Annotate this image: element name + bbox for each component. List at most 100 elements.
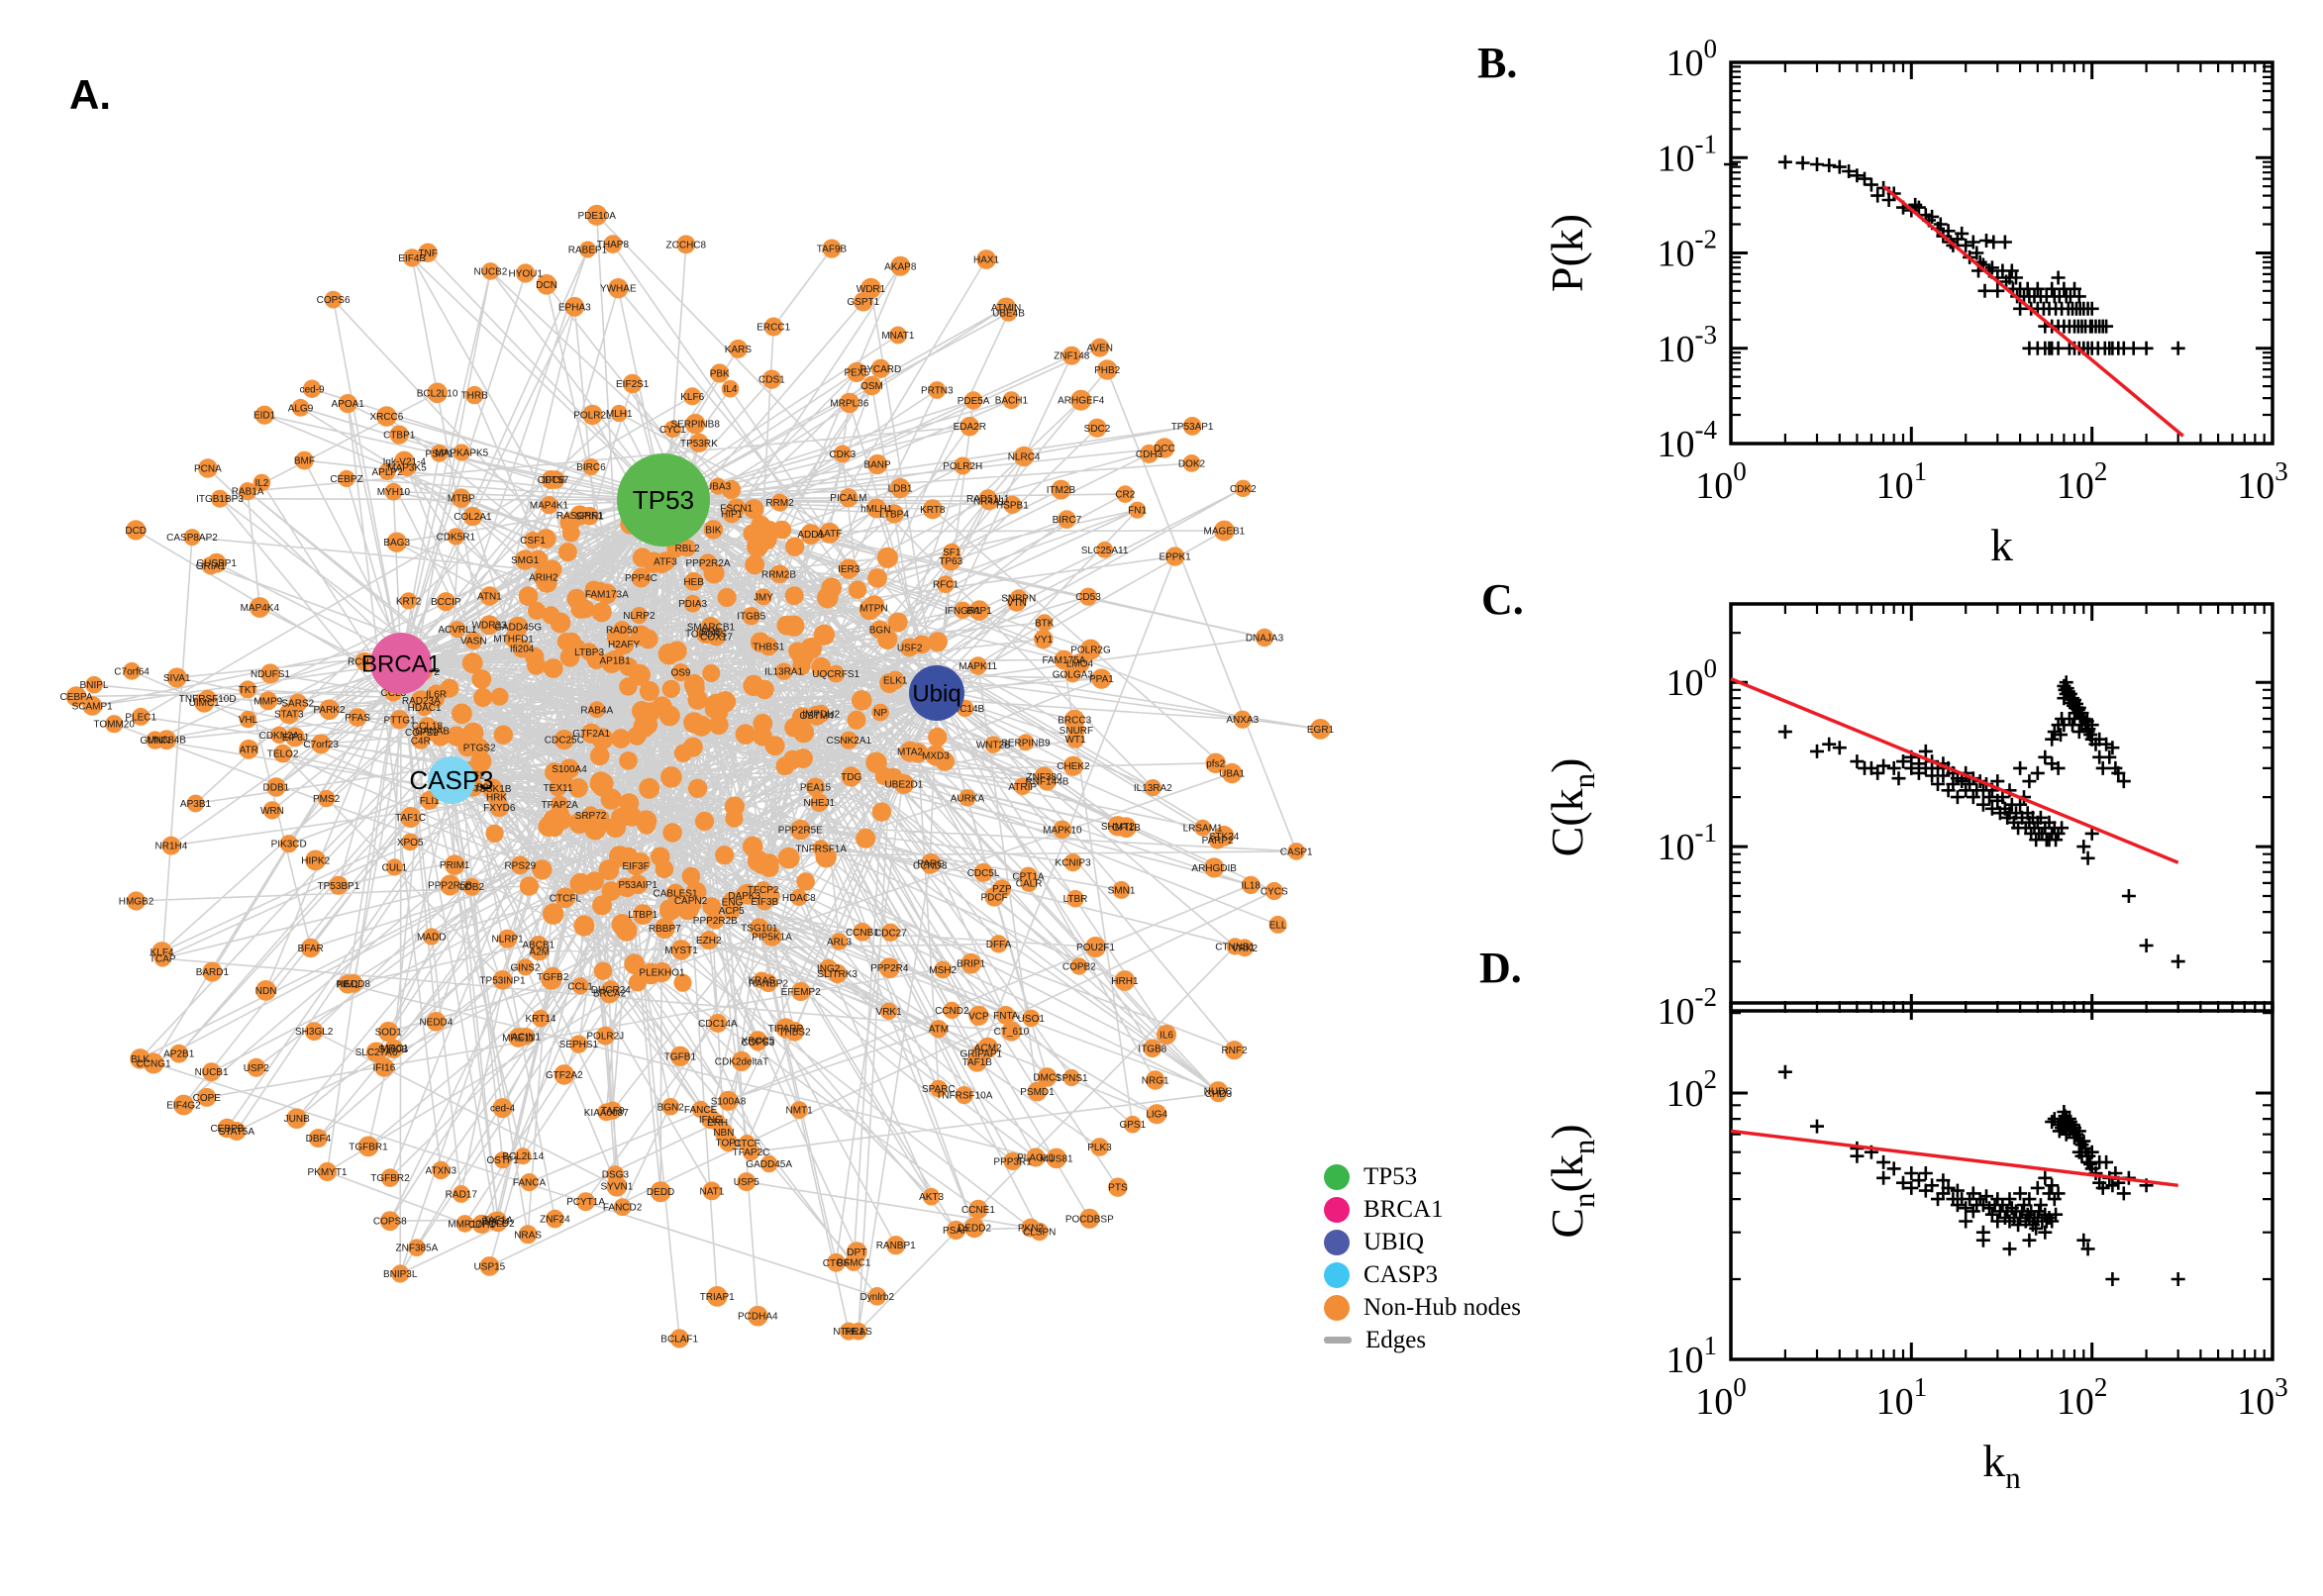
network-node-label: GANAB	[415, 726, 450, 737]
network-node	[979, 491, 999, 511]
network-node	[748, 1305, 768, 1327]
network-node-label: HRH1	[1111, 976, 1139, 987]
network-node	[247, 1057, 266, 1077]
network-node	[651, 847, 670, 867]
network-node	[963, 1217, 985, 1239]
network-node-label: CTCF	[734, 1139, 760, 1149]
network-node	[1017, 734, 1035, 751]
network-node-label: pfs2	[1206, 758, 1225, 769]
network-node-label: CCL3	[381, 688, 407, 699]
network-node	[452, 488, 471, 508]
network-node	[684, 571, 704, 591]
network-node-label: THAP8	[597, 240, 630, 250]
network-node	[202, 1062, 222, 1082]
network-node	[819, 522, 841, 544]
network-node	[532, 1009, 550, 1028]
network-node-label: CSNK2A1	[827, 736, 872, 747]
network-node	[130, 1048, 151, 1069]
network-node	[317, 1161, 338, 1182]
network-node	[152, 942, 172, 962]
network-node-label: PARK2	[313, 705, 345, 716]
network-node-label: USF2	[897, 643, 923, 653]
y-axis-label: Cn(kn)	[1542, 1124, 1601, 1238]
network-node-label: IER3	[838, 564, 860, 575]
network-node-label: TAF1C	[395, 813, 426, 824]
network-node-label: DCN	[536, 280, 557, 291]
network-node-label: PPP2R4	[870, 963, 909, 974]
network-node-label: EIF3B	[751, 897, 778, 908]
network-node-label: RAD23A	[402, 696, 441, 707]
network-node-label: RNF2	[1221, 1046, 1248, 1056]
network-node	[198, 458, 218, 478]
network-node-label: RCHY1	[348, 657, 381, 668]
network-node	[255, 980, 276, 1001]
network-node-label: UIMC1	[189, 698, 221, 709]
network-node	[1096, 541, 1114, 558]
network-node	[260, 663, 280, 684]
network-node	[1182, 454, 1201, 472]
network-node-label: IL4	[724, 384, 738, 395]
network-node-label: RABEP1	[568, 246, 608, 256]
network-node-label: PHB2	[1094, 365, 1121, 376]
network-node-label: IMPDH2	[802, 709, 840, 720]
network-node-label: AP2B1	[163, 1049, 195, 1060]
legend: TP53 BRCA1 UBIQ CASP3 Non-Hub nodes Edge…	[1324, 1160, 1521, 1356]
network-node	[639, 681, 659, 701]
network-node-label: MSH2	[929, 965, 957, 976]
network-node-label: PIK3CD	[271, 840, 307, 850]
network-node	[278, 703, 300, 725]
network-node-label: Ifi204	[510, 645, 535, 655]
network-node-label: ACIN1	[511, 1032, 541, 1043]
axis-tick-label: 103	[2237, 456, 2288, 507]
network-node-label: TP53AP1	[1171, 422, 1214, 433]
network-node-label: GFI1B	[1112, 823, 1141, 834]
network-node-label: EZH2	[696, 936, 722, 947]
network-node-label: TGFBR2	[370, 1173, 410, 1184]
network-node	[403, 249, 422, 267]
network-node-label: CASP1	[1280, 847, 1313, 857]
network-node	[492, 970, 513, 990]
network-node-label: AP3B1	[180, 799, 212, 810]
network-node	[82, 696, 103, 716]
network-node	[305, 849, 327, 871]
network-node	[524, 531, 542, 549]
network-node-label: NRAS	[514, 1230, 542, 1241]
network-node	[605, 817, 627, 838]
network-node	[619, 751, 638, 770]
network-node	[881, 923, 900, 942]
network-node-label: GSTM4	[799, 711, 834, 722]
network-node-label: GADD45A	[746, 1159, 792, 1170]
network-node	[1061, 346, 1081, 365]
network-node	[1054, 649, 1074, 670]
network-node	[380, 1168, 400, 1187]
network-node	[553, 810, 572, 830]
network-node	[532, 859, 553, 880]
network-node-label: NR4A1	[973, 496, 1006, 507]
network-node-label: POU2F1	[1076, 943, 1115, 953]
network-node-label: AURKA	[951, 793, 985, 804]
network-node-label: DOK2	[1178, 458, 1206, 469]
network-node-label: VRK2	[1232, 944, 1259, 954]
network-node-label: PEA15	[800, 782, 832, 793]
network-node	[423, 928, 441, 946]
network-node-label: BCLAF1	[660, 1335, 698, 1346]
network-node	[743, 524, 762, 544]
network-node-label: MUS81	[1040, 1153, 1073, 1164]
network-node-label: CDK2deltaT	[715, 1056, 768, 1067]
network-node	[753, 971, 770, 989]
network-node-label: MYST1	[664, 946, 698, 956]
network-node-label: AKT3	[919, 1192, 944, 1203]
network-node	[856, 828, 876, 848]
network-node-label: CEBPA	[60, 692, 93, 703]
network-node-label: DCC	[1154, 444, 1175, 454]
network-node	[871, 802, 892, 822]
network-node	[608, 278, 629, 299]
network-node	[613, 1198, 632, 1217]
network-node-label: HEB	[683, 577, 704, 588]
network-node	[928, 381, 947, 399]
network-node-label: AP1B1	[600, 655, 632, 666]
network-node-label: CDC14B	[946, 704, 985, 715]
network-node	[518, 1225, 538, 1245]
network-node	[943, 1001, 960, 1020]
network-node-label: KARS	[725, 345, 753, 355]
